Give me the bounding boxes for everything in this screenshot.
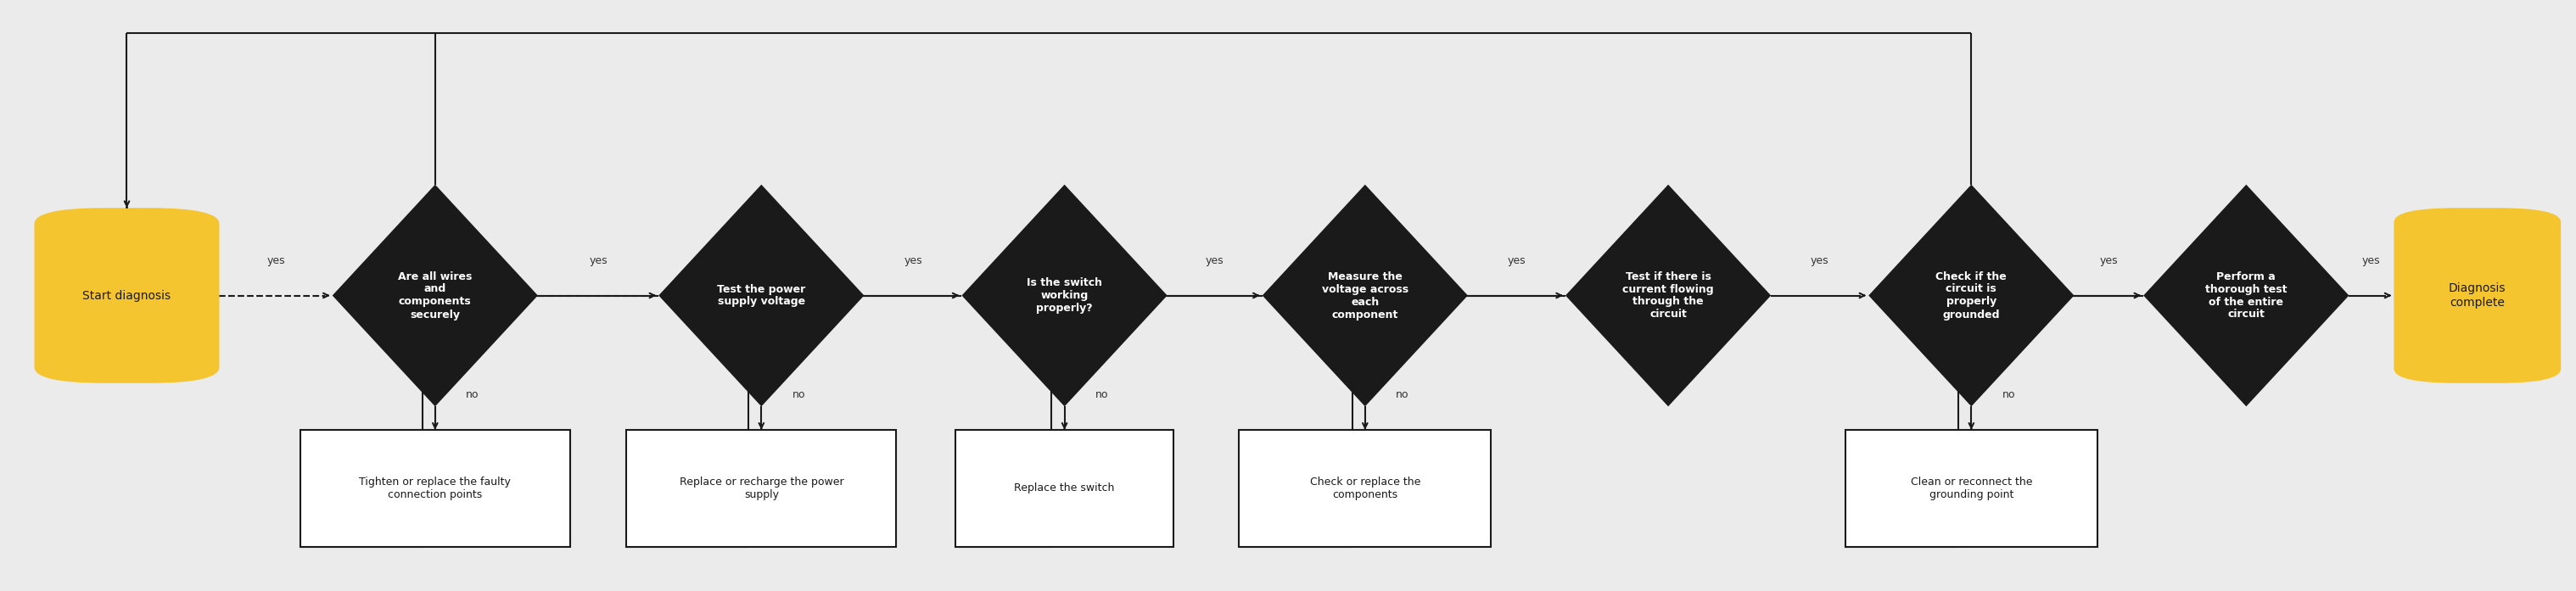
Polygon shape [961, 184, 1167, 407]
FancyBboxPatch shape [626, 430, 896, 547]
Text: yes: yes [2099, 255, 2117, 267]
FancyBboxPatch shape [2393, 208, 2561, 383]
Text: Replace the switch: Replace the switch [1015, 483, 1115, 493]
Text: Are all wires
and
components
securely: Are all wires and components securely [399, 271, 471, 320]
FancyBboxPatch shape [301, 430, 569, 547]
Text: Diagnosis
complete: Diagnosis complete [2450, 282, 2506, 309]
Polygon shape [2143, 184, 2349, 407]
Polygon shape [1566, 184, 1770, 407]
Polygon shape [1868, 184, 2074, 407]
Text: no: no [466, 389, 479, 400]
Text: no: no [1095, 389, 1108, 400]
FancyBboxPatch shape [1844, 430, 2097, 547]
FancyBboxPatch shape [1239, 430, 1492, 547]
Text: Perform a
thorough test
of the entire
circuit: Perform a thorough test of the entire ci… [2205, 271, 2287, 320]
Text: yes: yes [904, 255, 922, 267]
Text: Measure the
voltage across
each
component: Measure the voltage across each componen… [1321, 271, 1409, 320]
Polygon shape [1262, 184, 1468, 407]
FancyBboxPatch shape [33, 208, 219, 383]
Text: Start diagnosis: Start diagnosis [82, 290, 170, 301]
Text: Check or replace the
components: Check or replace the components [1309, 476, 1419, 500]
FancyBboxPatch shape [956, 430, 1175, 547]
Text: yes: yes [1507, 255, 1525, 267]
Text: yes: yes [1811, 255, 1829, 267]
Text: Test the power
supply voltage: Test the power supply voltage [716, 284, 806, 307]
Text: no: no [793, 389, 806, 400]
Text: yes: yes [1206, 255, 1224, 267]
Text: Clean or reconnect the
grounding point: Clean or reconnect the grounding point [1911, 476, 2032, 500]
Text: Test if there is
current flowing
through the
circuit: Test if there is current flowing through… [1623, 271, 1713, 320]
Text: no: no [1396, 389, 1409, 400]
Text: no: no [2002, 389, 2014, 400]
Text: Check if the
circuit is
properly
grounded: Check if the circuit is properly grounde… [1935, 271, 2007, 320]
Text: Replace or recharge the power
supply: Replace or recharge the power supply [680, 476, 842, 500]
Text: yes: yes [268, 255, 286, 267]
Text: Tighten or replace the faulty
connection points: Tighten or replace the faulty connection… [358, 476, 510, 500]
Text: yes: yes [2362, 255, 2380, 267]
Polygon shape [659, 184, 863, 407]
Text: yes: yes [590, 255, 608, 267]
Polygon shape [332, 184, 538, 407]
Text: Is the switch
working
properly?: Is the switch working properly? [1028, 277, 1103, 314]
